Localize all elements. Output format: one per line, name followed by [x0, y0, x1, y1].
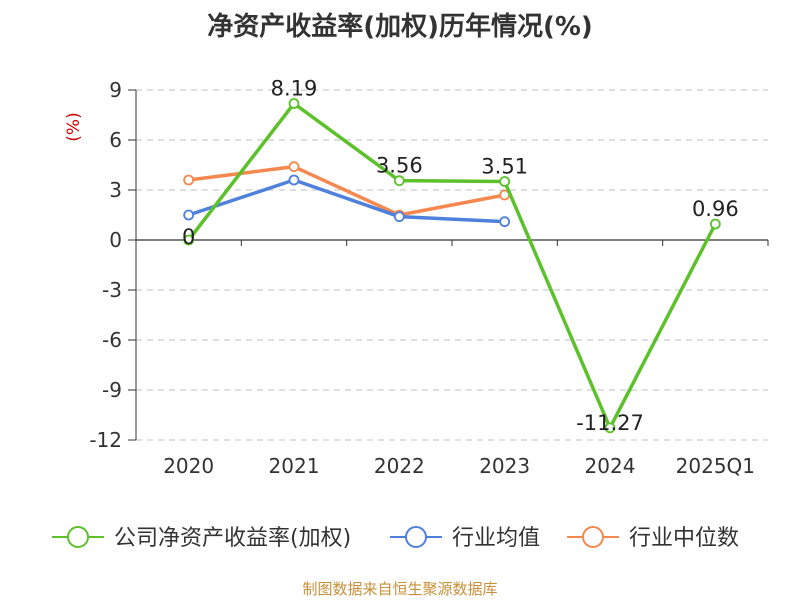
x-tick-label-0: 2020	[163, 454, 214, 478]
series-0-point-3	[499, 176, 511, 187]
legend-marker-1	[405, 526, 427, 548]
legend-label-1: 行业均值	[452, 526, 540, 551]
x-tick-label-2: 2022	[374, 454, 425, 478]
source-note: 制图数据来自恒生聚源数据库	[302, 580, 498, 598]
data-label-0-3: 3.51	[481, 155, 528, 179]
y-tick-label-5: -6	[102, 328, 122, 352]
y-axis-label: (%)	[64, 112, 84, 141]
y-tick-label-1: 6	[109, 128, 122, 152]
series-1-point-0	[183, 209, 195, 221]
series-0-point-2	[393, 175, 405, 187]
legend-label-2: 行业中位数	[629, 526, 739, 551]
series-0-point-4	[604, 422, 616, 434]
legend-label-0: 公司净资产收益率(加权)	[114, 526, 351, 551]
series-line-0	[187, 101, 717, 430]
series-line-2	[188, 164, 505, 217]
data-label-0-2: 3.56	[376, 154, 423, 178]
data-label-0-0: 0	[182, 225, 195, 249]
y-tick-label-4: -3	[102, 278, 122, 302]
data-label-0-5: 0.96	[692, 197, 739, 221]
series-0-point-5	[709, 218, 721, 230]
x-tick-label-3: 2023	[479, 454, 530, 478]
x-tick-label-4: 2024	[585, 454, 636, 478]
series-0-point-1	[288, 98, 300, 109]
data-label-0-1: 8.19	[271, 77, 318, 101]
series-0-point-0	[183, 234, 195, 246]
y-tick-label-3: 0	[109, 228, 122, 252]
series-1-point-2	[393, 211, 405, 223]
y-tick-label-7: -12	[89, 428, 122, 452]
series-1-point-1	[288, 174, 300, 186]
y-tick-label-0: 9	[109, 78, 122, 102]
series-2-point-1	[288, 161, 300, 173]
data-label-0-4: -11.27	[576, 411, 644, 435]
x-tick-label-1: 2021	[269, 454, 320, 478]
y-tick-label-2: 3	[109, 178, 122, 202]
chart-title: 净资产收益率(加权)历年情况(%)	[207, 12, 593, 42]
series-1-point-3	[499, 216, 511, 228]
x-tick-label-5: 2025Q1	[676, 454, 755, 478]
series-line-1	[188, 178, 505, 224]
legend-marker-0	[67, 526, 89, 548]
y-tick-label-6: -9	[102, 378, 122, 402]
legend-marker-2	[582, 526, 604, 548]
series-2-point-0	[183, 174, 195, 186]
